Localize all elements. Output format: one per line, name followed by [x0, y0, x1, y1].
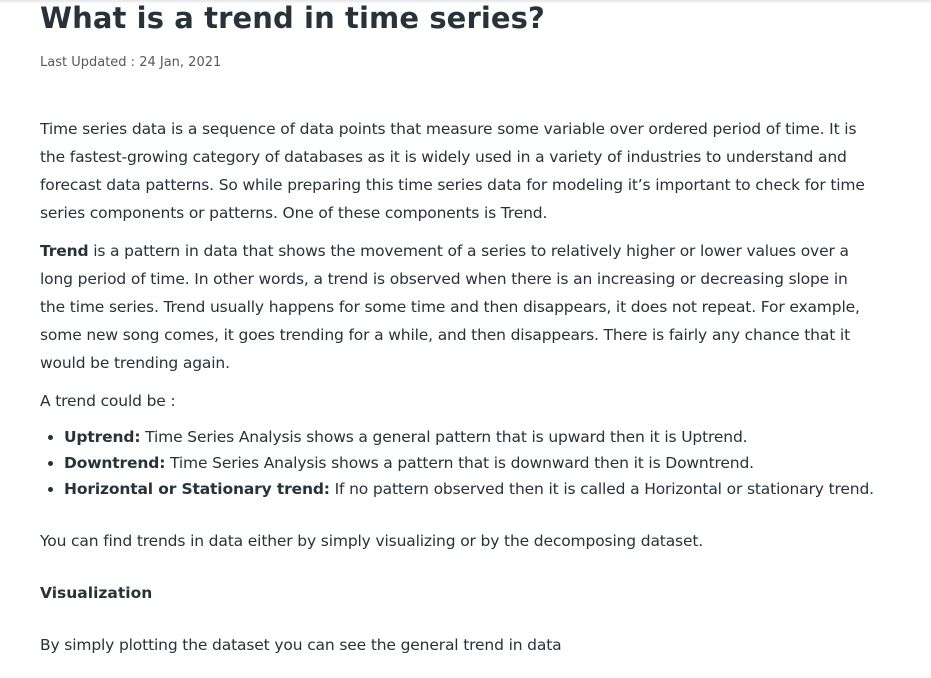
trend-definition-text: is a pattern in data that shows the move… — [88, 242, 849, 260]
list-item-label: Horizontal or Stationary trend: — [64, 480, 330, 498]
paragraph-line: long period of time. In other words, a t… — [40, 270, 848, 288]
paragraph-line: Time series data is a sequence of data p… — [40, 120, 857, 138]
paragraph-line: the time series. Trend usually happens f… — [40, 298, 860, 316]
header-shadow — [0, 0, 931, 4]
last-updated-date: Last Updated : 24 Jan, 2021 — [40, 55, 222, 70]
list-item-label: Uptrend: — [64, 428, 141, 446]
list-item: Downtrend: Time Series Analysis shows a … — [64, 450, 874, 476]
paragraph-line: forecast data patterns. So while prepari… — [40, 176, 865, 194]
find-trends-paragraph: You can find trends in data either by si… — [40, 532, 704, 550]
article-title: What is a trend in time series? — [40, 1, 545, 35]
list-item: Horizontal or Stationary trend: If no pa… — [64, 476, 874, 502]
section-heading-visualization: Visualization — [40, 584, 153, 602]
trend-definition-paragraph: Trend is a pattern in data that shows th… — [40, 237, 870, 377]
intro-paragraph: Time series data is a sequence of data p… — [40, 115, 870, 227]
paragraph-line: some new song comes, it goes trending fo… — [40, 326, 850, 344]
paragraph-line: Trend is a pattern in data that shows th… — [40, 237, 870, 265]
list-item: Uptrend: Time Series Analysis shows a ge… — [64, 424, 874, 450]
trend-types-list: Uptrend: Time Series Analysis shows a ge… — [40, 424, 874, 502]
list-item-text: Time Series Analysis shows a general pat… — [140, 428, 748, 446]
visualization-paragraph: By simply plotting the dataset you can s… — [40, 636, 562, 654]
list-item-text: Time Series Analysis shows a pattern tha… — [165, 454, 754, 472]
list-intro: A trend could be : — [40, 392, 176, 410]
trend-term: Trend — [40, 242, 89, 260]
list-item-label: Downtrend: — [64, 454, 166, 472]
paragraph-line: the fastest-growing category of database… — [40, 148, 847, 166]
paragraph-line: series components or patterns. One of th… — [40, 204, 548, 222]
list-item-text: If no pattern observed then it is called… — [329, 480, 874, 498]
paragraph-line: would be trending again. — [40, 354, 230, 372]
